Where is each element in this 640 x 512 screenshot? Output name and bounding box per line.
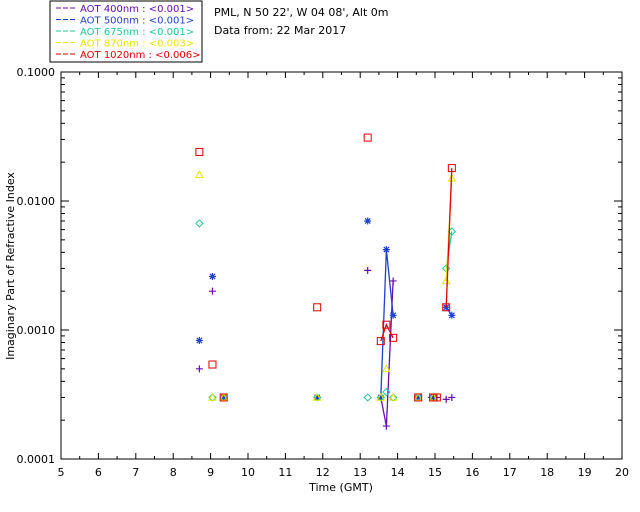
x-tick-label: 15 (428, 466, 442, 479)
data-point-plus (448, 393, 456, 401)
data-point-star (448, 311, 456, 319)
data-point-diamond (382, 387, 391, 397)
data-point-triangle (208, 392, 217, 401)
series-line (445, 168, 453, 308)
data-point-plus (382, 422, 390, 430)
data-point-star (220, 393, 228, 401)
x-tick-label: 18 (540, 466, 554, 479)
data-point-diamond (363, 393, 372, 402)
series-layer (195, 133, 457, 430)
data-point-square (195, 147, 204, 156)
legend: AOT 400nm : <0.001>AOT 500nm : <0.001>AO… (49, 0, 203, 63)
data-point-diamond (388, 393, 398, 402)
x-tick-label: 13 (353, 466, 367, 479)
data-point-triangle (413, 392, 423, 401)
data-point-star (195, 336, 203, 344)
x-tick-label: 20 (615, 466, 629, 479)
y-axis-label: Imaginary Part of Refractive Index (4, 172, 17, 360)
data-point-plus (389, 277, 397, 285)
data-point-star (389, 311, 397, 319)
legend-entry: AOT 1020nm : <0.006> (80, 50, 200, 61)
legend-entry: AOT 870nm : <0.003> (80, 39, 194, 50)
x-tick-label: 14 (391, 466, 405, 479)
y-tick-label: 0.0100 (17, 195, 56, 208)
data-point-diamond (208, 393, 217, 402)
legend-entry: AOT 675nm : <0.001> (80, 27, 194, 38)
series-2 (195, 217, 456, 401)
series-3 (195, 219, 457, 402)
data-point-star (364, 217, 372, 225)
y-tick-label: 0.0010 (17, 324, 56, 337)
data-point-plus (208, 287, 216, 295)
data-point-triangle (388, 392, 398, 401)
x-tick-label: 19 (578, 466, 592, 479)
x-axis-label: Time (GMT) (308, 481, 373, 494)
x-tick-label: 17 (503, 466, 517, 479)
x-tick-label: 11 (278, 466, 292, 479)
data-point-star (208, 272, 216, 280)
x-tick-label: 7 (132, 466, 139, 479)
data-point-square (432, 393, 441, 402)
y-tick-label: 0.1000 (17, 66, 56, 79)
series-line (380, 323, 394, 342)
x-tick-label: 16 (465, 466, 479, 479)
data-point-triangle (376, 392, 386, 401)
data-point-square (389, 333, 398, 342)
date-label: Data from: 22 Mar 2017 (214, 24, 346, 37)
data-point-triangle (441, 276, 451, 285)
data-point-star (313, 393, 321, 401)
data-point-square (219, 393, 228, 402)
legend-entry: AOT 500nm : <0.001> (80, 16, 194, 27)
data-point-diamond (376, 393, 385, 402)
data-point-triangle (312, 392, 322, 401)
data-point-plus (442, 395, 450, 403)
series-5 (195, 133, 456, 402)
site-label: PML, N 50 22', W 04 08', Alt 0m (214, 6, 388, 19)
y-tick-label: 0.0001 (17, 453, 56, 466)
x-tick-label: 5 (58, 466, 65, 479)
data-point-triangle (195, 170, 204, 178)
series-1 (195, 266, 456, 430)
series-4 (195, 170, 457, 401)
data-point-square (442, 303, 451, 312)
x-tick-label: 12 (316, 466, 330, 479)
data-point-star (382, 246, 390, 254)
data-point-triangle (219, 392, 229, 401)
data-point-plus (195, 365, 203, 373)
data-point-square (208, 360, 217, 369)
data-point-square (447, 164, 456, 173)
data-point-star (414, 393, 422, 401)
data-point-triangle (382, 364, 391, 373)
data-point-square (376, 337, 385, 346)
legend-frame (49, 0, 203, 63)
data-point-square (313, 303, 322, 312)
data-point-square (414, 393, 423, 402)
legend-entry: AOT 400nm : <0.001> (80, 4, 194, 15)
y-axis: 0.0001 0.0010 0.0100 0.1000 (17, 66, 622, 466)
x-tick-label: 9 (207, 466, 214, 479)
x-axis: 5 6 7 8 9 10 11 12 13 14 15 16 17 18 19 20 (58, 72, 629, 479)
plot-frame (60, 71, 623, 460)
data-point-diamond (195, 219, 204, 228)
data-point-square (382, 320, 391, 329)
x-tick-label: 10 (241, 466, 255, 479)
x-tick-label: 8 (170, 466, 177, 479)
x-tick-label: 6 (95, 466, 102, 479)
data-point-diamond (312, 393, 322, 402)
data-point-star (377, 393, 385, 401)
data-point-plus (364, 266, 372, 274)
data-point-square (363, 133, 372, 142)
